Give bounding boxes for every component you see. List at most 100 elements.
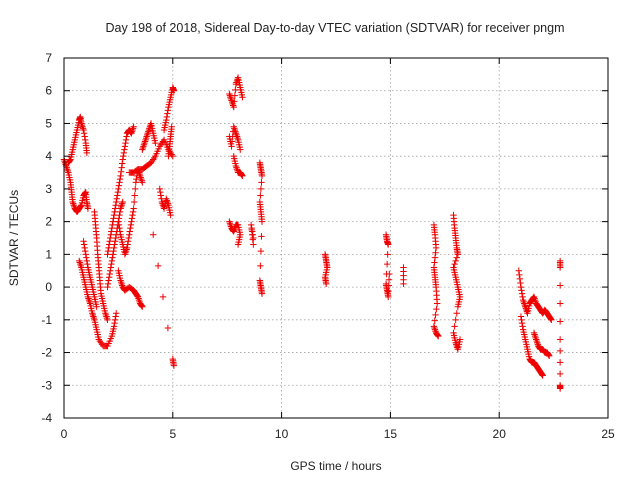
data-point xyxy=(108,224,116,232)
x-tick-label: 20 xyxy=(493,427,507,441)
data-point xyxy=(115,185,122,193)
data-point xyxy=(157,192,165,199)
data-point xyxy=(115,215,123,222)
data-point xyxy=(108,228,115,235)
data-point xyxy=(116,179,123,186)
data-point xyxy=(518,290,526,297)
data-point xyxy=(108,257,116,265)
data-point xyxy=(82,247,89,255)
data-point xyxy=(454,303,462,310)
data-point xyxy=(230,103,237,111)
data-point xyxy=(385,293,392,301)
data-point xyxy=(104,283,111,291)
data-point xyxy=(84,260,91,268)
data-point xyxy=(518,287,525,294)
data-point xyxy=(258,218,266,225)
data-point xyxy=(126,231,133,238)
data-point xyxy=(434,332,441,339)
x-tick-label: 25 xyxy=(601,427,615,441)
data-point xyxy=(121,143,129,150)
data-point xyxy=(432,249,439,256)
data-point xyxy=(112,234,119,242)
data-point xyxy=(170,362,178,369)
data-point xyxy=(108,260,115,268)
data-point xyxy=(138,302,145,310)
data-point xyxy=(385,276,393,283)
data-point xyxy=(156,185,163,193)
y-tick-label: 6 xyxy=(45,84,52,98)
data-point xyxy=(517,313,525,320)
y-tick-label: 0 xyxy=(45,280,52,294)
data-point xyxy=(164,110,171,117)
x-tick-label: 5 xyxy=(169,427,176,441)
data-point xyxy=(257,192,264,199)
data-point xyxy=(248,226,255,234)
data-point xyxy=(111,316,119,324)
data-point xyxy=(131,192,138,199)
data-point xyxy=(116,228,124,235)
data-point xyxy=(128,218,135,225)
data-point xyxy=(231,92,239,99)
data-point xyxy=(547,315,555,323)
data-point xyxy=(257,247,265,255)
data-point xyxy=(80,126,87,134)
data-point xyxy=(519,293,526,301)
data-point xyxy=(110,247,117,255)
data-point xyxy=(546,352,553,360)
data-point xyxy=(538,371,546,378)
data-point xyxy=(111,205,119,212)
data-point xyxy=(130,123,137,130)
y-tick-label: -2 xyxy=(41,346,52,360)
y-tick-label: 2 xyxy=(45,215,52,229)
data-point xyxy=(116,208,124,216)
data-point xyxy=(228,138,236,145)
data-point xyxy=(129,211,136,219)
data-point xyxy=(129,208,137,216)
data-point xyxy=(545,351,552,359)
y-tick-label: 1 xyxy=(45,247,52,261)
y-tick-label: 5 xyxy=(45,116,52,130)
data-point xyxy=(106,238,113,245)
data-point xyxy=(119,156,126,163)
data-point xyxy=(83,257,91,265)
data-point xyxy=(238,171,246,179)
data-point xyxy=(82,136,89,144)
data-point xyxy=(432,311,439,319)
data-point xyxy=(456,336,464,343)
data-point xyxy=(164,324,172,332)
data-point xyxy=(385,241,392,248)
data-point xyxy=(116,175,124,183)
data-point xyxy=(107,231,114,238)
y-tick-label: 3 xyxy=(45,182,52,196)
data-point xyxy=(82,251,89,258)
data-point xyxy=(453,310,460,317)
data-point xyxy=(106,270,113,278)
y-tick-label: -1 xyxy=(41,313,52,327)
data-point xyxy=(119,198,126,206)
data-point xyxy=(539,372,546,379)
data-point xyxy=(519,323,526,330)
data-point xyxy=(104,280,112,288)
data-point xyxy=(548,316,555,324)
data-point xyxy=(109,218,117,225)
data-point xyxy=(115,221,123,229)
data-point xyxy=(163,116,170,124)
data-point xyxy=(130,205,137,212)
data-point xyxy=(167,211,174,219)
x-tick-label: 15 xyxy=(384,427,398,441)
data-point xyxy=(556,385,564,392)
data-point xyxy=(258,179,265,186)
data-point xyxy=(385,287,392,295)
data-point xyxy=(114,188,122,196)
data-point xyxy=(518,316,525,324)
data-point xyxy=(139,303,146,310)
data-point xyxy=(128,215,136,222)
data-point xyxy=(111,319,118,327)
data-series xyxy=(60,74,564,392)
data-point xyxy=(239,94,246,101)
data-point xyxy=(80,130,88,137)
data-point xyxy=(116,224,123,232)
data-point xyxy=(556,347,564,355)
data-point xyxy=(104,316,111,324)
